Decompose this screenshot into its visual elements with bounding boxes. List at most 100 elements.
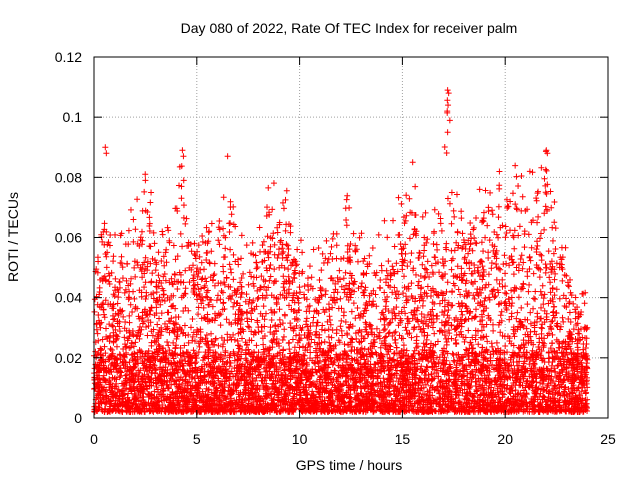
data-point (182, 285, 189, 292)
data-point (512, 162, 519, 169)
data-point (352, 242, 359, 249)
data-point (171, 271, 178, 278)
data-point (541, 226, 548, 233)
data-point (316, 276, 323, 283)
data-point (297, 237, 304, 244)
data-point (295, 299, 302, 306)
data-point (392, 328, 399, 335)
data-point (511, 366, 518, 373)
data-point (279, 245, 286, 252)
data-point (551, 199, 558, 206)
data-point (271, 266, 278, 273)
data-point (414, 304, 421, 311)
data-point (116, 284, 123, 291)
data-point (542, 269, 549, 276)
data-point (138, 228, 145, 235)
data-point (248, 273, 255, 280)
data-points (91, 87, 591, 415)
data-point (543, 384, 550, 391)
data-point (91, 308, 98, 315)
data-point (403, 327, 410, 334)
data-point (438, 319, 445, 326)
data-point (217, 296, 224, 303)
data-point (211, 282, 218, 289)
data-point (505, 295, 512, 302)
data-point (206, 228, 213, 235)
data-point (101, 311, 108, 318)
data-point (443, 150, 450, 157)
data-point (518, 304, 525, 311)
data-point (493, 339, 500, 346)
data-point (466, 265, 473, 272)
data-point (527, 257, 534, 264)
data-point (373, 325, 380, 332)
data-point (222, 234, 229, 241)
data-point (502, 283, 509, 290)
data-point (508, 294, 515, 301)
data-point (423, 266, 430, 273)
data-point (423, 336, 430, 343)
data-point (343, 217, 350, 224)
data-point (415, 282, 422, 289)
data-point (539, 282, 546, 289)
data-point (434, 246, 441, 253)
data-point (574, 340, 581, 347)
data-point (323, 237, 330, 244)
data-point (509, 190, 516, 197)
data-point (380, 327, 387, 334)
data-point (451, 358, 458, 365)
data-point (551, 219, 558, 226)
data-point (560, 318, 567, 325)
data-point (258, 273, 265, 280)
data-point (321, 338, 328, 345)
data-point (182, 220, 189, 227)
data-point (141, 284, 148, 291)
data-point (122, 318, 129, 325)
data-point (337, 295, 344, 302)
data-point (362, 284, 369, 291)
data-point (530, 305, 537, 312)
data-point (304, 275, 311, 282)
data-point (230, 303, 237, 310)
data-point (547, 345, 554, 352)
data-point (287, 320, 294, 327)
data-point (263, 310, 270, 317)
data-point (458, 208, 465, 215)
data-point (550, 250, 557, 257)
data-point (459, 311, 466, 318)
data-point (156, 294, 163, 301)
data-point (264, 233, 271, 240)
data-point (533, 197, 540, 204)
data-point (203, 293, 210, 300)
data-point (421, 234, 428, 241)
data-point (431, 375, 438, 382)
data-point (510, 271, 517, 278)
data-point (260, 303, 267, 310)
data-point (480, 209, 487, 216)
data-point (238, 274, 245, 281)
data-point (406, 235, 413, 242)
data-point (131, 295, 138, 302)
data-point (459, 230, 466, 237)
data-point (560, 292, 567, 299)
data-point (497, 329, 504, 336)
data-point (260, 341, 267, 348)
data-point (421, 265, 428, 272)
data-point (284, 242, 291, 249)
data-point (533, 331, 540, 338)
data-point (515, 232, 522, 239)
data-point (377, 344, 384, 351)
data-point (198, 259, 205, 266)
data-point (424, 258, 431, 265)
data-point (376, 329, 383, 336)
data-point (99, 278, 106, 285)
data-point (483, 333, 490, 340)
data-point (128, 275, 135, 282)
data-point (267, 243, 274, 250)
data-point (239, 335, 246, 342)
data-point (412, 271, 419, 278)
data-point (578, 388, 585, 395)
data-point (537, 230, 544, 237)
data-point (431, 330, 438, 337)
